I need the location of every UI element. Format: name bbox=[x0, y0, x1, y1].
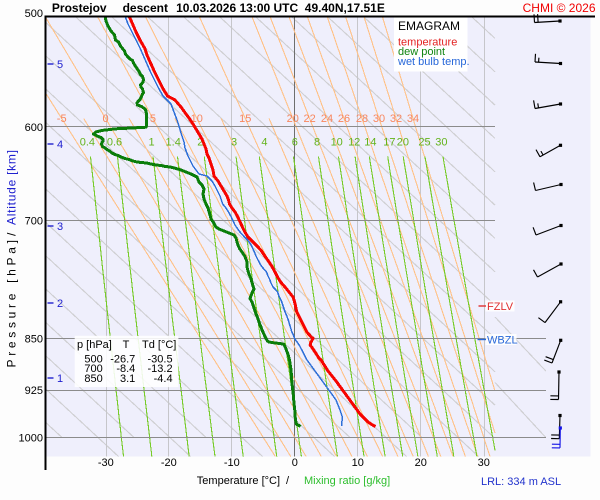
svg-text:5: 5 bbox=[57, 59, 63, 71]
svg-text:descent: descent bbox=[123, 1, 168, 15]
svg-text:-30.5: -30.5 bbox=[148, 354, 173, 366]
svg-text:2: 2 bbox=[57, 298, 63, 310]
svg-text:0.6: 0.6 bbox=[107, 137, 122, 149]
svg-text:24: 24 bbox=[321, 113, 333, 125]
svg-text:25: 25 bbox=[418, 137, 430, 149]
svg-text:LRL: 334 m ASL: LRL: 334 m ASL bbox=[481, 476, 561, 488]
svg-text:30: 30 bbox=[435, 137, 447, 149]
svg-text:Pressure [hPa]: Pressure [hPa] bbox=[5, 240, 19, 368]
svg-text:500: 500 bbox=[84, 354, 102, 366]
svg-text:4: 4 bbox=[261, 137, 267, 149]
svg-text:20: 20 bbox=[415, 457, 427, 469]
svg-text:0: 0 bbox=[103, 113, 109, 125]
svg-text:14: 14 bbox=[364, 137, 376, 149]
svg-text:-26.7: -26.7 bbox=[110, 354, 135, 366]
svg-text:12: 12 bbox=[348, 137, 360, 149]
svg-text:20: 20 bbox=[287, 113, 299, 125]
svg-text:-4.4: -4.4 bbox=[154, 373, 173, 385]
svg-text:17: 17 bbox=[383, 137, 395, 149]
svg-text:30: 30 bbox=[478, 457, 490, 469]
svg-text:p [hPa]: p [hPa] bbox=[77, 339, 112, 351]
svg-text:20: 20 bbox=[397, 137, 409, 149]
svg-text:22: 22 bbox=[303, 113, 315, 125]
svg-text:Mixing ratio [g/kg]: Mixing ratio [g/kg] bbox=[304, 475, 390, 487]
svg-text:850: 850 bbox=[84, 373, 102, 385]
svg-text:-8.4: -8.4 bbox=[116, 363, 135, 375]
svg-text:T: T bbox=[123, 339, 130, 351]
svg-text:-10: -10 bbox=[224, 457, 240, 469]
svg-text:1: 1 bbox=[57, 373, 63, 385]
svg-text:32: 32 bbox=[390, 113, 402, 125]
svg-text:925: 925 bbox=[25, 385, 43, 397]
svg-text:Temperature [°C]: Temperature [°C] bbox=[197, 475, 280, 487]
svg-text:1.4: 1.4 bbox=[166, 137, 181, 149]
svg-text:600: 600 bbox=[25, 122, 43, 134]
svg-text:30: 30 bbox=[373, 113, 385, 125]
svg-text:3: 3 bbox=[231, 137, 237, 149]
svg-text:1: 1 bbox=[149, 137, 155, 149]
svg-text:4: 4 bbox=[57, 139, 63, 151]
svg-text:FZLV: FZLV bbox=[487, 301, 514, 313]
svg-text:Td [°C]: Td [°C] bbox=[142, 339, 176, 351]
svg-text:/: / bbox=[286, 475, 290, 487]
svg-text:10: 10 bbox=[191, 113, 203, 125]
svg-text:2: 2 bbox=[197, 137, 203, 149]
svg-text:10: 10 bbox=[331, 137, 343, 149]
svg-text:5: 5 bbox=[150, 113, 156, 125]
svg-text:EMAGRAM: EMAGRAM bbox=[398, 19, 460, 33]
svg-text:0.4: 0.4 bbox=[80, 137, 95, 149]
svg-text:/: / bbox=[5, 232, 19, 236]
svg-text:15: 15 bbox=[239, 113, 251, 125]
svg-text:wet bulb temp.: wet bulb temp. bbox=[397, 56, 470, 68]
svg-text:0: 0 bbox=[292, 457, 298, 469]
svg-text:3.1: 3.1 bbox=[120, 373, 135, 385]
svg-text:-5: -5 bbox=[57, 113, 67, 125]
svg-text:-30: -30 bbox=[98, 457, 114, 469]
svg-text:Altitude [km]: Altitude [km] bbox=[5, 150, 19, 225]
svg-text:700: 700 bbox=[84, 363, 102, 375]
svg-text:34: 34 bbox=[407, 113, 419, 125]
svg-text:850: 850 bbox=[25, 334, 43, 346]
svg-text:3: 3 bbox=[57, 221, 63, 233]
svg-text:8: 8 bbox=[314, 137, 320, 149]
svg-text:WBZL: WBZL bbox=[487, 335, 518, 347]
svg-text:10.03.2026 13:00 UTC: 10.03.2026 13:00 UTC bbox=[176, 1, 298, 15]
svg-text:-20: -20 bbox=[161, 457, 177, 469]
svg-text:28: 28 bbox=[356, 113, 368, 125]
svg-text:1000: 1000 bbox=[19, 433, 43, 445]
svg-text:6: 6 bbox=[292, 137, 298, 149]
svg-text:500: 500 bbox=[25, 8, 43, 20]
svg-text:temperature: temperature bbox=[398, 37, 457, 49]
svg-text:Prostejov: Prostejov bbox=[52, 1, 107, 15]
svg-text:49.40N,17.51E: 49.40N,17.51E bbox=[305, 1, 385, 15]
svg-text:26: 26 bbox=[338, 113, 350, 125]
svg-text:10: 10 bbox=[352, 457, 364, 469]
svg-text:CHMI © 2026: CHMI © 2026 bbox=[523, 1, 596, 15]
svg-text:700: 700 bbox=[25, 216, 43, 228]
svg-text:dew point: dew point bbox=[398, 46, 445, 58]
svg-text:-13.2: -13.2 bbox=[148, 363, 173, 375]
